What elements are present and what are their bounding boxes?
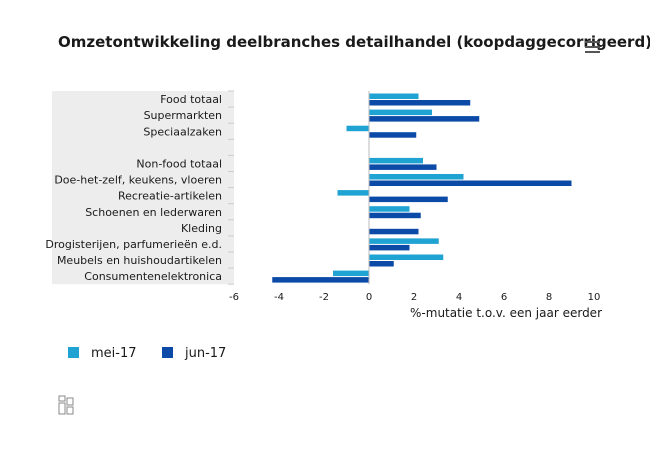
category-label: Doe-het-zelf, keukens, vloeren	[54, 174, 222, 187]
category-label-panel	[52, 91, 234, 285]
menu-line	[585, 51, 600, 53]
bar-mei	[346, 125, 369, 132]
bar-jun	[369, 132, 417, 138]
legend-item-mei[interactable]: mei-17	[68, 346, 137, 361]
x-tick-label: 8	[546, 292, 552, 303]
category-label: Kleding	[181, 222, 222, 235]
x-tick-label: -2	[319, 292, 329, 303]
bar-mei	[369, 174, 464, 180]
bar-jun	[369, 261, 394, 267]
menu-line	[585, 46, 600, 48]
bar-jun	[369, 228, 419, 235]
legend-swatch-jun	[162, 347, 173, 358]
category-label: Supermarkten	[144, 109, 222, 122]
category-label: Schoenen en lederwaren	[85, 206, 222, 219]
x-tick-label: 10	[588, 292, 601, 303]
bar-jun	[272, 277, 369, 283]
bar-mei	[369, 206, 410, 212]
bar-jun	[369, 100, 471, 106]
category-label: Consumentenelektronica	[84, 270, 222, 283]
bar-jun	[369, 116, 480, 122]
menu-line	[585, 41, 600, 43]
bar-jun	[369, 180, 572, 186]
x-tick-label: -6	[229, 292, 239, 303]
bar-jun	[369, 212, 421, 219]
hamburger-menu-icon[interactable]	[585, 41, 600, 54]
legend-label-jun: jun-17	[185, 346, 227, 361]
x-tick-label: 4	[456, 292, 462, 303]
category-label: Non-food totaal	[136, 157, 222, 170]
x-tick-label: -4	[274, 292, 284, 303]
bar-mei	[369, 93, 419, 99]
chart-title: Omzetontwikkeling deelbranches detailhan…	[58, 33, 650, 51]
bar-mei	[333, 270, 369, 277]
bar-mei	[369, 157, 423, 164]
category-label: Meubels en huishoudartikelen	[57, 254, 222, 267]
x-tick-label: 0	[366, 292, 372, 303]
bar-mei	[337, 190, 369, 196]
bar-mei	[369, 254, 444, 260]
category-label: Recreatie-artikelen	[118, 190, 222, 203]
bar-jun	[369, 164, 437, 170]
legend-label-mei: mei-17	[91, 346, 137, 361]
bar-jun	[369, 244, 410, 251]
x-tick-label: 2	[411, 292, 417, 303]
bar-mei	[369, 238, 439, 244]
legend-item-jun[interactable]: jun-17	[162, 346, 226, 361]
bar-mei	[369, 109, 432, 116]
bar-jun	[369, 196, 448, 203]
x-tick-label: 6	[501, 292, 507, 303]
category-label: Speciaalzaken	[143, 125, 222, 138]
category-label: Drogisterijen, parfumerieën e.d.	[45, 238, 222, 251]
cbs-logo-icon	[58, 395, 74, 415]
category-label: Food totaal	[160, 93, 222, 106]
x-axis-label: %-mutatie t.o.v. een jaar eerder	[410, 306, 602, 320]
legend-swatch-mei	[68, 347, 79, 358]
